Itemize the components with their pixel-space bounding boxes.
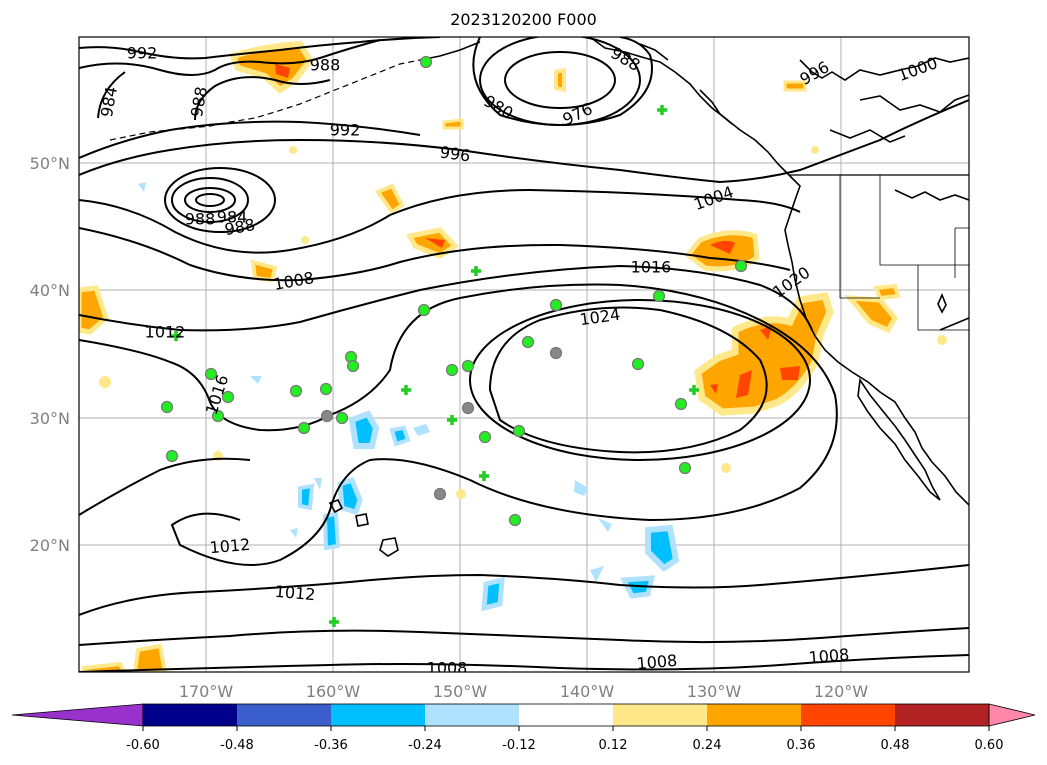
longitude-label: 150°W bbox=[433, 682, 488, 701]
isobar-label: 992 bbox=[330, 121, 361, 140]
latitude-label: 20°N bbox=[30, 536, 70, 555]
isobar-label: 1008 bbox=[427, 659, 468, 678]
observation-markers bbox=[160, 55, 748, 527]
map-title: 2023120200 F000 bbox=[450, 10, 597, 29]
isobar-label: 988 bbox=[185, 210, 216, 229]
colorbar-tick-label: -0.36 bbox=[314, 738, 348, 753]
colorbar-segment bbox=[895, 704, 990, 726]
latitude-label: 30°N bbox=[30, 409, 70, 428]
isobar-label: 984 bbox=[217, 208, 248, 227]
colorbar-tick-label: -0.24 bbox=[408, 738, 442, 753]
positive-anomaly-shading bbox=[79, 40, 947, 672]
colorbar-tick-label: 0.60 bbox=[975, 738, 1004, 753]
colorbar-extend-low bbox=[11, 703, 144, 727]
isobar-label: 988 bbox=[310, 56, 341, 75]
colorbar-tick-label: 0.48 bbox=[881, 738, 910, 753]
colorbar: -0.60 -0.48 -0.36 -0.24 -0.12 0.12 0.24 0.36 0.4… bbox=[11, 703, 1036, 753]
isobar-label: 996 bbox=[439, 142, 472, 165]
isobar-label: 1008 bbox=[808, 645, 850, 667]
colorbar-segment bbox=[613, 704, 708, 726]
longitude-label: 170°W bbox=[179, 682, 234, 701]
map-frame bbox=[78, 36, 970, 673]
longitude-labels: 170°W 160°W 150°W 140°W 130°W 120°W bbox=[179, 682, 869, 701]
colorbar-extend-high bbox=[988, 703, 1036, 727]
isobars bbox=[79, 37, 969, 672]
isobar-label: 1008 bbox=[636, 651, 678, 673]
isobar-label: 1012 bbox=[145, 323, 186, 342]
colorbar-segment bbox=[707, 704, 802, 726]
colorbar-segment bbox=[237, 704, 332, 726]
longitude-label: 160°W bbox=[306, 682, 361, 701]
plus-markers bbox=[171, 105, 699, 627]
isobar-label: 1016 bbox=[631, 258, 672, 277]
isobar-label: 1012 bbox=[209, 535, 251, 557]
colorbar-frame bbox=[142, 703, 990, 727]
isobar-label: 992 bbox=[127, 44, 158, 63]
colorbar-segment bbox=[519, 704, 614, 726]
colorbar-tick-label: 0.24 bbox=[693, 738, 722, 753]
longitude-label: 130°W bbox=[687, 682, 742, 701]
latitude-label: 40°N bbox=[30, 281, 70, 300]
coastlines bbox=[109, 37, 969, 557]
longitude-label: 140°W bbox=[560, 682, 615, 701]
colorbar-segment bbox=[331, 704, 426, 726]
colorbar-segment bbox=[801, 704, 896, 726]
colorbar-tick-label: 0.12 bbox=[599, 738, 628, 753]
longitude-label: 120°W bbox=[814, 682, 869, 701]
latitude-labels: 50°N 40°N 30°N 20°N bbox=[30, 154, 70, 555]
colorbar-tick-label: -0.60 bbox=[126, 738, 160, 753]
colorbar-tick-label: -0.48 bbox=[220, 738, 254, 753]
colorbar-tick-label: 0.36 bbox=[787, 738, 816, 753]
colorbar-segment bbox=[143, 704, 238, 726]
negative-anomaly-shading bbox=[138, 182, 680, 612]
colorbar-segment bbox=[425, 704, 520, 726]
isobar-label: 1012 bbox=[274, 582, 316, 604]
colorbar-tick-label: -0.12 bbox=[502, 738, 536, 753]
latitude-label: 50°N bbox=[30, 154, 70, 173]
